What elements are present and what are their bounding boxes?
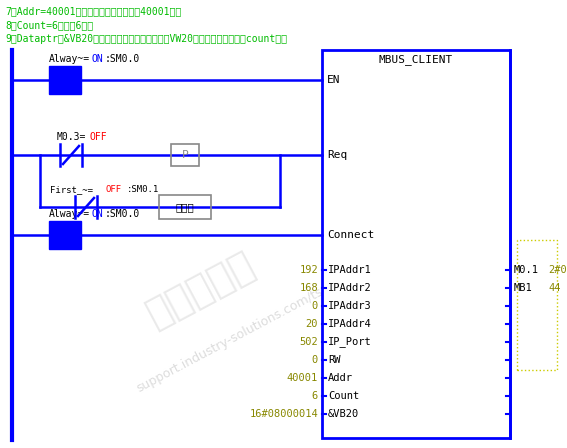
- Text: IP_Port: IP_Port: [328, 336, 372, 348]
- Text: support.industry-solutions.com/ts: support.industry-solutions.com/ts: [134, 285, 325, 395]
- Text: OFF: OFF: [105, 185, 121, 194]
- Text: EN: EN: [327, 75, 341, 85]
- Bar: [49, 221, 81, 249]
- Text: 0: 0: [312, 355, 318, 365]
- Bar: [171, 144, 199, 166]
- Text: P: P: [181, 150, 188, 160]
- Text: 168: 168: [299, 283, 318, 293]
- Text: MB1: MB1: [514, 283, 533, 293]
- Bar: [159, 195, 211, 219]
- Bar: [49, 66, 81, 94]
- Text: ON: ON: [91, 209, 103, 219]
- Text: M0.1: M0.1: [514, 265, 539, 275]
- Bar: [517, 240, 557, 370]
- Text: M0.3=: M0.3=: [57, 132, 86, 142]
- Text: RW: RW: [328, 355, 341, 365]
- Text: 2#0: 2#0: [548, 265, 567, 275]
- Text: :SM0.1: :SM0.1: [127, 185, 159, 194]
- Text: :SM0.0: :SM0.0: [105, 209, 140, 219]
- Text: Count: Count: [328, 391, 359, 401]
- Text: IPAddr4: IPAddr4: [328, 319, 372, 329]
- Text: 192: 192: [299, 265, 318, 275]
- Text: Req: Req: [327, 150, 347, 160]
- Text: Alway~=: Alway~=: [49, 54, 90, 64]
- Text: 20: 20: [306, 319, 318, 329]
- Text: ON: ON: [91, 54, 103, 64]
- Text: 16#08000014: 16#08000014: [249, 409, 318, 419]
- Text: 9、Dataptr：&VB20表示通信读取过来的数据放至VW20开始的区域，长度由count决定: 9、Dataptr：&VB20表示通信读取过来的数据放至VW20开始的区域，长度…: [5, 34, 287, 44]
- Text: 上升沿: 上升沿: [176, 202, 194, 212]
- Bar: [322, 50, 510, 438]
- Text: 44: 44: [548, 283, 561, 293]
- Text: 8、Count=6，表示6个字: 8、Count=6，表示6个字: [5, 20, 93, 30]
- Text: &VB20: &VB20: [328, 409, 359, 419]
- Text: IPAddr3: IPAddr3: [328, 301, 372, 311]
- Text: 40001: 40001: [287, 373, 318, 383]
- Text: OFF: OFF: [90, 132, 108, 142]
- Text: IPAddr1: IPAddr1: [328, 265, 372, 275]
- Text: 502: 502: [299, 337, 318, 347]
- Text: 6: 6: [312, 391, 318, 401]
- Text: Connect: Connect: [327, 230, 374, 240]
- Text: 0: 0: [312, 301, 318, 311]
- Text: Alway~=: Alway~=: [49, 209, 90, 219]
- Text: 西门子工业: 西门子工业: [139, 246, 260, 334]
- Text: 7、Addr=40001，表示寄存器数据地址从40001开始: 7、Addr=40001，表示寄存器数据地址从40001开始: [5, 6, 181, 16]
- Text: MBUS_CLIENT: MBUS_CLIENT: [379, 54, 453, 65]
- Text: Addr: Addr: [328, 373, 353, 383]
- Text: IPAddr2: IPAddr2: [328, 283, 372, 293]
- Text: First_~=: First_~=: [50, 185, 93, 194]
- Text: :SM0.0: :SM0.0: [105, 54, 140, 64]
